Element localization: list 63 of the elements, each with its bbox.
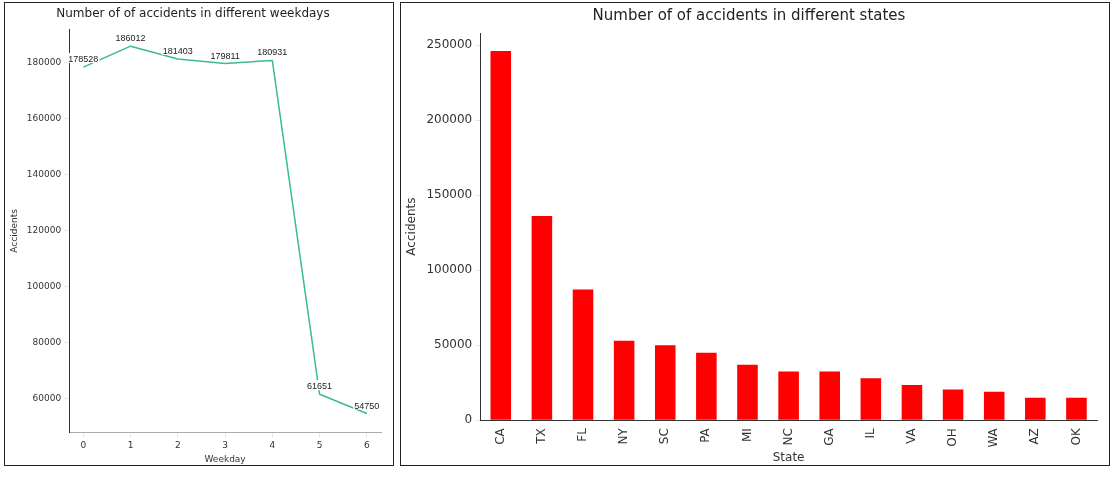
- data-label: 181403: [162, 46, 193, 57]
- x-tick-label: FL: [575, 427, 590, 442]
- x-tick-label: 4: [269, 440, 276, 451]
- x-tick-label: 5: [316, 440, 323, 451]
- bar: [860, 378, 882, 420]
- x-tick-label: CA: [492, 427, 507, 445]
- x-tick-label: 6: [363, 440, 370, 451]
- y-tick-label: 160000: [26, 113, 62, 124]
- bar: [1025, 397, 1046, 420]
- bar: [901, 384, 923, 420]
- bar: [737, 364, 758, 420]
- x-tick-label: AZ: [1027, 428, 1042, 445]
- x-axis-title: Weekday: [204, 453, 247, 464]
- y-tick-label: 0: [464, 412, 473, 427]
- bar: [613, 340, 635, 420]
- bar: [490, 51, 512, 420]
- y-tick-label: 140000: [26, 169, 62, 180]
- data-label: 54750: [354, 400, 380, 411]
- bar: [983, 391, 1005, 420]
- x-tick-label: SC: [657, 428, 672, 445]
- x-axis-title: State: [772, 449, 805, 464]
- y-tick-label: 200000: [426, 112, 473, 127]
- chart-title: Number of of accidents in different states: [592, 5, 906, 24]
- x-tick-label: 0: [80, 440, 87, 451]
- x-tick-label: NY: [616, 427, 631, 445]
- x-tick-label: TX: [534, 428, 549, 445]
- data-label: 61651: [307, 381, 333, 392]
- y-tick-label: 80000: [32, 337, 62, 348]
- y-tick-label: 180000: [26, 57, 62, 68]
- y-tick-label: 100000: [26, 281, 62, 292]
- x-tick-label: WA: [986, 427, 1001, 448]
- bar: [942, 389, 964, 420]
- y-tick-label: 120000: [26, 225, 62, 236]
- x-tick-label: NC: [780, 428, 795, 446]
- y-tick-label: 150000: [426, 187, 473, 202]
- bar: [819, 371, 840, 420]
- bar: [531, 216, 553, 420]
- y-axis-title: Accidents: [8, 208, 19, 253]
- data-label: 186012: [115, 33, 146, 44]
- x-tick-label: 3: [222, 440, 228, 451]
- x-tick-label: IL: [862, 427, 877, 439]
- y-tick-label: 250000: [426, 37, 473, 52]
- data-label: 180931: [257, 47, 288, 58]
- data-label: 178528: [68, 54, 99, 65]
- y-tick-label: 60000: [32, 393, 62, 404]
- x-tick-label: VA: [904, 427, 919, 444]
- x-tick-label: OH: [945, 428, 960, 447]
- data-label: 179811: [210, 50, 240, 61]
- y-tick-label: 50000: [434, 337, 473, 352]
- x-tick-label: MI: [739, 428, 754, 443]
- x-tick-label: 1: [127, 440, 134, 451]
- y-tick-label: 100000: [426, 262, 473, 277]
- x-tick-label: 2: [174, 440, 181, 451]
- bar: [1066, 397, 1087, 420]
- x-tick-label: PA: [698, 427, 713, 443]
- x-tick-label: GA: [821, 427, 836, 446]
- x-tick-label: OK: [1068, 427, 1083, 446]
- bar: [654, 345, 676, 420]
- bar: [778, 371, 799, 420]
- bar: [696, 352, 717, 420]
- y-axis-title: Accidents: [404, 197, 419, 256]
- bar: [572, 289, 594, 420]
- chart-title: Number of of accidents in different weekdays: [56, 6, 330, 21]
